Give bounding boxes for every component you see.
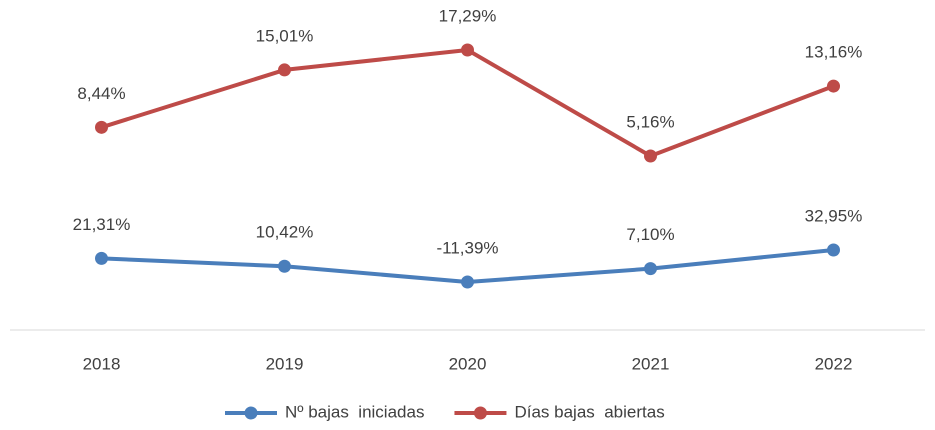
data-label: 17,29% xyxy=(439,6,497,25)
x-tick-label: 2019 xyxy=(266,354,304,373)
marker xyxy=(644,149,657,163)
x-tick-label: 2021 xyxy=(632,354,670,373)
data-label: 7,10% xyxy=(626,225,674,244)
legend-marker xyxy=(473,406,487,420)
data-label: 5,16% xyxy=(626,112,674,131)
data-label: 8,44% xyxy=(77,84,125,103)
marker xyxy=(461,43,474,57)
series-line xyxy=(100,48,835,158)
marker xyxy=(461,275,474,289)
data-label: 10,42% xyxy=(256,223,314,242)
marker xyxy=(278,259,291,273)
marker xyxy=(278,63,291,77)
data-label: 21,31% xyxy=(73,215,131,234)
marker xyxy=(95,251,108,265)
legend-marker xyxy=(244,406,258,420)
x-tick-label: 2020 xyxy=(449,354,487,373)
marker xyxy=(95,120,108,134)
x-tick-label: 2022 xyxy=(815,354,853,373)
data-label: -11,39% xyxy=(436,238,498,257)
legend-label: Días bajas abiertas xyxy=(514,402,664,421)
marker xyxy=(644,262,657,276)
x-tick-label: 2018 xyxy=(83,354,121,373)
marker xyxy=(827,243,840,257)
marker xyxy=(827,79,840,93)
data-label: 15,01% xyxy=(256,26,314,45)
data-label: 13,16% xyxy=(805,43,863,62)
data-label: 32,95% xyxy=(805,206,863,225)
legend-label: Nº bajas iniciadas xyxy=(285,402,424,421)
